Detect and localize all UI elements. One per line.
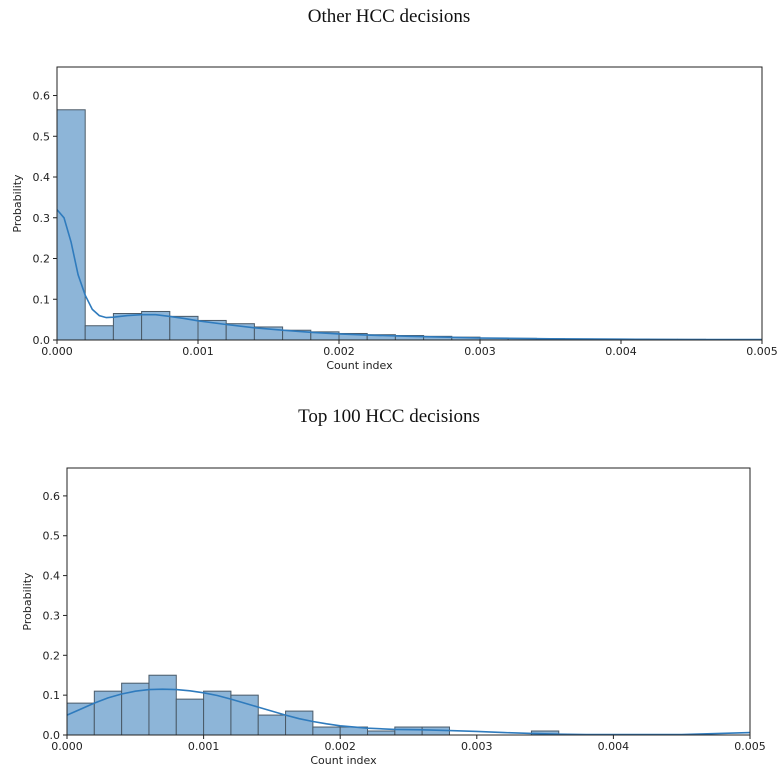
plot-frame-top xyxy=(56,66,763,341)
x-tick-label-bottom-5: 0.005 xyxy=(734,740,766,753)
histogram-bar-top-2 xyxy=(112,313,143,341)
kde-line-bottom xyxy=(66,688,751,736)
y-tick-label-bottom-0: 0.0 xyxy=(43,729,61,742)
y-axis-label-top: Probability xyxy=(11,174,24,233)
y-tick-label-bottom-6: 0.6 xyxy=(43,490,61,503)
histogram-bar-bottom-8 xyxy=(285,710,314,736)
x-tick-label-bottom-2: 0.002 xyxy=(324,740,356,753)
histogram-bar-top-1 xyxy=(84,325,114,341)
x-tick-label-top-0: 0.000 xyxy=(41,345,73,358)
x-tick-label-top-1: 0.001 xyxy=(182,345,214,358)
y-tick-label-bottom-3: 0.3 xyxy=(43,609,61,622)
histogram-bar-bottom-9 xyxy=(312,726,341,736)
histogram-bar-top-0 xyxy=(56,109,86,341)
y-tick-label-bottom-5: 0.5 xyxy=(43,530,61,543)
y-tick-label-bottom-2: 0.2 xyxy=(43,649,61,662)
plot-frame-bottom xyxy=(66,467,751,736)
histogram-bar-bottom-7 xyxy=(257,714,287,736)
x-tick-label-top-3: 0.003 xyxy=(464,345,496,358)
y-tick-label-bottom-4: 0.4 xyxy=(43,570,61,583)
y-axis-label-bottom: Probability xyxy=(21,572,34,631)
histogram-bar-bottom-3 xyxy=(148,674,177,736)
y-tick-label-top-5: 0.5 xyxy=(33,130,51,143)
y-tick-label-top-3: 0.3 xyxy=(33,212,51,225)
histogram-bar-bottom-12 xyxy=(394,726,423,736)
histogram-bar-bottom-0 xyxy=(66,702,95,736)
x-tick-label-top-5: 0.005 xyxy=(746,345,778,358)
x-axis-label-top: Count index xyxy=(326,359,393,372)
y-tick-label-top-0: 0.0 xyxy=(33,334,51,347)
chart-title-bottom: Top 100 HCC decisions xyxy=(298,406,480,427)
chart-title-top: Other HCC decisions xyxy=(307,6,471,27)
x-tick-label-top-4: 0.004 xyxy=(605,345,637,358)
histogram-bar-bottom-4 xyxy=(175,698,205,736)
y-tick-label-top-1: 0.1 xyxy=(33,293,51,306)
histogram-bar-bottom-6 xyxy=(230,694,259,736)
x-tick-label-top-2: 0.002 xyxy=(323,345,355,358)
histogram-bar-bottom-11 xyxy=(367,730,396,736)
x-tick-label-bottom-0: 0.000 xyxy=(51,740,83,753)
x-tick-label-bottom-4: 0.004 xyxy=(598,740,630,753)
y-tick-label-bottom-1: 0.1 xyxy=(43,689,61,702)
x-tick-label-bottom-3: 0.003 xyxy=(461,740,493,753)
y-tick-label-top-4: 0.4 xyxy=(33,171,51,184)
y-tick-label-top-6: 0.6 xyxy=(33,90,51,103)
y-tick-label-top-2: 0.2 xyxy=(33,253,51,266)
kde-line-top xyxy=(56,209,762,341)
x-tick-label-bottom-1: 0.001 xyxy=(188,740,220,753)
x-axis-label-bottom: Count index xyxy=(310,754,377,767)
